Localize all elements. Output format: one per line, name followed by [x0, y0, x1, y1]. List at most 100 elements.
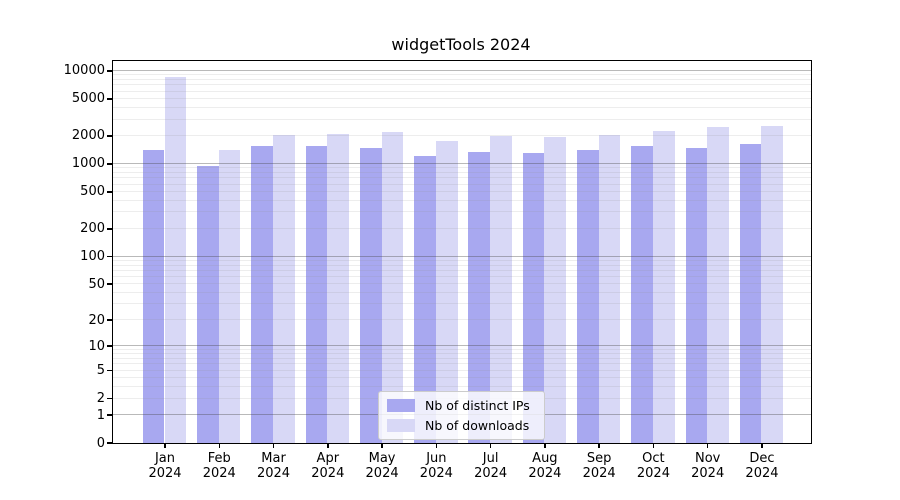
bar	[197, 165, 219, 443]
x-tick-label: Apr 2024	[311, 451, 345, 481]
minor-gridline	[112, 84, 811, 86]
major-gridline	[112, 162, 811, 164]
minor-gridline	[112, 358, 811, 359]
bar	[576, 150, 599, 443]
minor-gridline	[112, 264, 811, 266]
bar	[142, 150, 165, 443]
minor-gridline	[112, 97, 811, 99]
minor-gridline	[112, 90, 811, 92]
y-tick-mark	[107, 135, 112, 137]
legend-swatch-downloads	[387, 419, 415, 432]
bar	[490, 136, 512, 443]
x-tick-label: Sep 2024	[582, 451, 616, 481]
minor-gridline	[112, 259, 811, 261]
x-tick-mark	[761, 443, 763, 448]
x-tick-label: Oct 2024	[636, 451, 670, 481]
bar	[164, 76, 187, 443]
minor-gridline	[112, 376, 811, 378]
x-tick-label: Jan 2024	[148, 451, 182, 481]
x-tick-label: Dec 2024	[745, 451, 779, 481]
bar	[251, 145, 274, 443]
minor-gridline	[112, 118, 811, 120]
x-tick-mark	[164, 443, 166, 448]
x-tick-mark	[327, 443, 329, 448]
x-tick-mark	[544, 443, 546, 448]
minor-gridline	[112, 369, 811, 371]
minor-gridline	[112, 386, 811, 387]
x-tick-label: May 2024	[365, 451, 399, 481]
legend-label-downloads: Nb of downloads	[425, 418, 530, 433]
bar	[707, 127, 729, 443]
x-tick-mark	[272, 443, 275, 448]
x-tick-label: Feb 2024	[202, 451, 236, 481]
x-tick-label: Jun 2024	[419, 451, 453, 481]
bar	[739, 143, 762, 443]
minor-gridline	[112, 353, 811, 355]
y-tick-label: 2	[96, 391, 105, 407]
y-tick-label: 10000	[63, 63, 105, 79]
bar	[273, 134, 295, 443]
legend: Nb of distinct IPs Nb of downloads	[378, 391, 545, 440]
minor-gridline	[112, 134, 811, 136]
minor-gridline	[112, 292, 811, 293]
plot-area	[111, 59, 812, 444]
bar	[468, 151, 491, 443]
y-tick-label: 50	[88, 276, 105, 292]
legend-label-distinct-ips: Nb of distinct IPs	[425, 398, 530, 413]
y-tick-label: 20	[88, 312, 105, 328]
major-gridline	[112, 345, 811, 347]
y-tick-label: 10	[88, 338, 105, 354]
minor-gridline	[112, 269, 811, 271]
y-tick-mark	[107, 442, 112, 444]
bar	[414, 156, 436, 443]
x-tick-label: Jul 2024	[474, 451, 508, 481]
y-tick-mark	[107, 98, 112, 100]
major-gridline	[112, 69, 811, 71]
bar	[381, 131, 404, 443]
minor-gridline	[112, 211, 811, 213]
bar	[544, 136, 567, 443]
y-tick-label: 2000	[71, 128, 105, 144]
minor-gridline	[112, 283, 811, 285]
x-tick-mark	[652, 443, 655, 448]
minor-gridline	[112, 190, 811, 192]
y-tick-mark	[107, 414, 112, 416]
y-tick-label: 200	[80, 221, 105, 237]
x-tick-label: Nov 2024	[691, 451, 725, 481]
minor-gridline	[112, 319, 811, 321]
y-tick-label: 1000	[71, 156, 105, 172]
minor-gridline	[112, 183, 811, 185]
minor-gridline	[112, 275, 811, 277]
legend-swatch-distinct-ips	[387, 399, 415, 412]
y-tick-label: 5000	[71, 91, 105, 107]
minor-gridline	[112, 177, 811, 179]
bar	[327, 133, 349, 443]
minor-gridline	[112, 106, 811, 108]
x-tick-mark	[218, 443, 221, 448]
y-tick-mark	[107, 163, 112, 165]
y-tick-mark	[107, 191, 112, 193]
x-tick-mark	[435, 443, 438, 448]
y-tick-mark	[107, 345, 112, 347]
y-tick-mark	[107, 70, 112, 72]
x-tick-label: Aug 2024	[528, 451, 562, 481]
y-tick-label: 500	[80, 184, 105, 200]
bar	[761, 126, 784, 443]
minor-gridline	[112, 171, 811, 173]
y-tick-mark	[107, 369, 112, 372]
minor-gridline	[112, 199, 811, 201]
x-tick-mark	[598, 443, 600, 448]
x-tick-mark	[489, 443, 492, 448]
bar	[218, 150, 241, 443]
minor-gridline	[112, 227, 811, 229]
minor-gridline	[112, 79, 811, 80]
y-tick-mark	[107, 228, 112, 230]
y-tick-mark	[107, 255, 112, 258]
y-tick-label: 5	[96, 363, 105, 379]
bar	[598, 134, 621, 443]
minor-gridline	[112, 349, 811, 350]
minor-gridline	[112, 363, 811, 365]
minor-gridline	[112, 74, 811, 76]
y-tick-label: 1	[96, 407, 105, 423]
bar	[652, 130, 675, 443]
